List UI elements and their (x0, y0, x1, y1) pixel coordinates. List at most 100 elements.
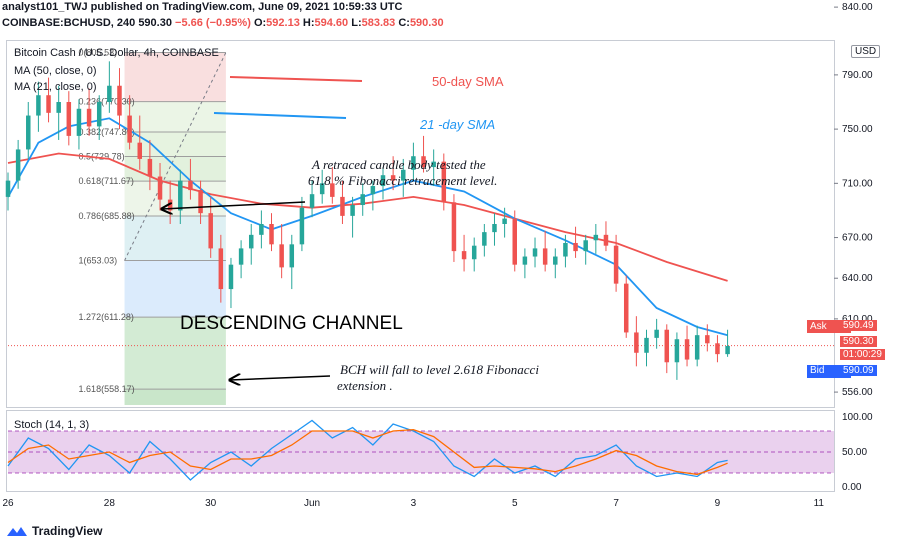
candle-body (482, 232, 487, 246)
candle-body (218, 248, 224, 290)
legend-ma21: MA (21, close, 0) (14, 81, 97, 93)
price-panel[interactable] (6, 40, 835, 408)
candle-body (532, 248, 538, 257)
currency-button[interactable]: USD (851, 45, 881, 58)
ann-sma21: 21 -day SMA (420, 117, 496, 132)
candle-body (705, 335, 710, 344)
candle-body (208, 213, 213, 249)
candle-body (411, 156, 416, 170)
candle-body (603, 234, 609, 246)
candle-body (593, 234, 599, 241)
candle-body (96, 102, 102, 127)
candle-body (127, 115, 132, 143)
candle-body (583, 240, 588, 252)
fib-level-label: 0.236(770.30) (79, 97, 135, 107)
candle-body (451, 202, 457, 252)
open-value: 592.13 (266, 17, 300, 29)
candle-body (137, 142, 143, 159)
candle-body (674, 339, 680, 363)
candle-body (654, 329, 659, 338)
time-tick-label: 7 (613, 498, 619, 509)
retrace-arrow (162, 201, 306, 209)
candle-body (441, 161, 447, 203)
sma50-legend-line (229, 76, 363, 82)
candle-body (5, 180, 11, 197)
candle-body (664, 329, 670, 363)
ann-retrace-1: A retraced candle body tested the (312, 157, 486, 172)
candle-body (178, 180, 183, 211)
candle-body (66, 102, 72, 136)
bid-label: Bid (810, 365, 825, 376)
fib-zone (124, 156, 226, 182)
time-tick-label: 3 (411, 498, 417, 509)
fib-zone (124, 260, 226, 318)
candle-body (259, 224, 264, 235)
time-tick-label: 9 (715, 498, 721, 509)
fib-level-label: 0(806.53) (79, 47, 118, 57)
candle-body (188, 180, 193, 191)
time-tick-label: 11 (814, 498, 825, 509)
fib-level-label: 0.382(747.89) (79, 127, 135, 137)
candle-body (360, 194, 365, 206)
candle-body (471, 245, 477, 260)
fib-zone (124, 52, 226, 102)
high-value: 594.60 (314, 17, 349, 29)
candle-body (309, 194, 315, 208)
fibonacci-tool: 0(806.53) 0.236(770.30) 0.382(747.89) 0.5(7… (79, 47, 227, 405)
candle-body (542, 248, 548, 265)
price-tick-label: 750.00 (842, 124, 873, 135)
candle-body (684, 339, 690, 360)
stoch-panel[interactable] (6, 410, 835, 492)
candle-body (269, 224, 274, 245)
stoch-tick-label: 50.00 (842, 447, 867, 458)
ask-label: Ask (810, 321, 827, 332)
countdown-tag: 01:00:29 (840, 349, 885, 360)
candle-body (340, 196, 345, 216)
bid-value: 590.09 (840, 365, 877, 376)
ma21-line (7, 117, 728, 337)
candle-body (157, 176, 163, 200)
time-tick-label: 26 (2, 498, 14, 509)
fib-zone (124, 181, 226, 217)
price-tick-label: 640.00 (842, 273, 873, 284)
stoch-tick-label: 0.00 (842, 482, 862, 493)
candle-body (299, 207, 305, 245)
candle-body (330, 183, 335, 197)
price-tick-label: 790.00 (842, 70, 873, 81)
candle-body (573, 242, 578, 252)
low-label: L: (351, 17, 362, 29)
candle-body (228, 264, 234, 290)
time-tick-label: Jun (304, 498, 320, 509)
ann-target-1: BCH will fall to level 2.618 Fibonacci (340, 362, 539, 377)
fib-zone (124, 101, 226, 132)
price-change: −5.66 (−0.95%) (175, 17, 251, 29)
tradingview-brand[interactable]: TradingView (6, 524, 102, 538)
target-arrow (230, 376, 331, 380)
candle-body (117, 85, 122, 116)
ann-target-2: extension . (337, 378, 393, 393)
ask-value: 590.49 (840, 320, 877, 331)
chart-title: Bitcoin Cash / U.S. Dollar, 4h, COINBASE (14, 47, 219, 59)
candle-body (644, 337, 649, 353)
time-tick-label: 28 (104, 498, 116, 509)
price-tick-label: 710.00 (842, 178, 873, 189)
candle-body (431, 161, 436, 168)
time-tick-label: 30 (205, 498, 217, 509)
last-price: 590.30 (138, 17, 172, 29)
fib-zone (124, 317, 226, 390)
candle-body (380, 175, 386, 187)
fib-level-label: 0.618(711.67) (79, 176, 134, 186)
fib-level-label: 1(653.03) (79, 256, 118, 266)
candle-body (553, 256, 558, 265)
candle-body (248, 234, 254, 249)
ann-sma50: 50-day SMA (432, 74, 504, 89)
legend-stoch: Stoch (14, 1, 3) (14, 419, 90, 431)
candle-body (370, 186, 376, 195)
candle-body (26, 115, 31, 150)
candle-body (522, 256, 528, 265)
candle-body (634, 332, 639, 353)
candle-body (289, 244, 295, 268)
publish-info: analyst101_TWJ published on TradingView.… (2, 1, 403, 13)
candle-body (725, 346, 730, 355)
